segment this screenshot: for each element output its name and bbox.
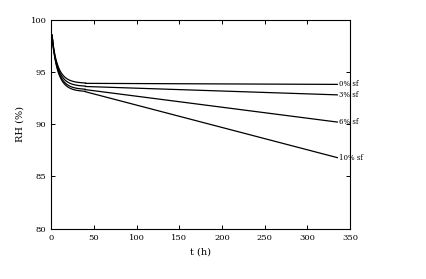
Y-axis label: RH (%): RH (%) (16, 106, 25, 142)
Text: 10% sf: 10% sf (338, 154, 362, 162)
Text: 3% sf: 3% sf (338, 91, 357, 99)
X-axis label: t (h): t (h) (190, 247, 211, 256)
Text: 6% sf: 6% sf (338, 118, 358, 126)
Text: 0% sf: 0% sf (338, 80, 358, 88)
